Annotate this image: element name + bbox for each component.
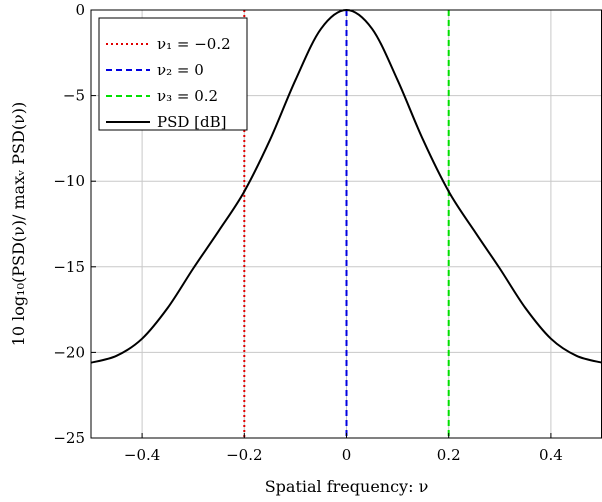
y-tick-label: 0 [75, 1, 85, 19]
legend-entry-nu2: ν₂ = 0 [157, 61, 204, 79]
x-axis-label: Spatial frequency: ν [265, 477, 429, 496]
legend-entry-psd: PSD [dB] [157, 113, 227, 131]
x-tick-label: 0.2 [437, 446, 461, 464]
x-tick-label: 0 [342, 446, 352, 464]
legend-entry-nu3: ν₃ = 0.2 [157, 87, 218, 105]
x-tick-label: −0.4 [124, 446, 160, 464]
y-tick-label: −25 [53, 429, 85, 447]
ticks: −0.4 −0.2 0 0.2 0.4 0 −5 −10 −15 −20 −25 [53, 1, 562, 464]
reference-lines [243, 10, 450, 438]
y-tick-label: −5 [63, 87, 85, 105]
legend-box [98, 17, 248, 131]
legend-entry-nu1: ν₁ = −0.2 [157, 35, 231, 53]
y-axis-label: 10 log₁₀(PSD(ν)/ maxᵥ PSD(ν)) [9, 102, 28, 347]
legend: ν₁ = −0.2 ν₂ = 0 ν₃ = 0.2 PSD [dB] [98, 17, 248, 131]
x-tick-label: 0.4 [539, 446, 563, 464]
y-tick-label: −20 [53, 343, 85, 361]
y-tick-label: −10 [53, 172, 85, 190]
y-tick-label: −15 [53, 258, 85, 276]
x-tick-label: −0.2 [226, 446, 262, 464]
